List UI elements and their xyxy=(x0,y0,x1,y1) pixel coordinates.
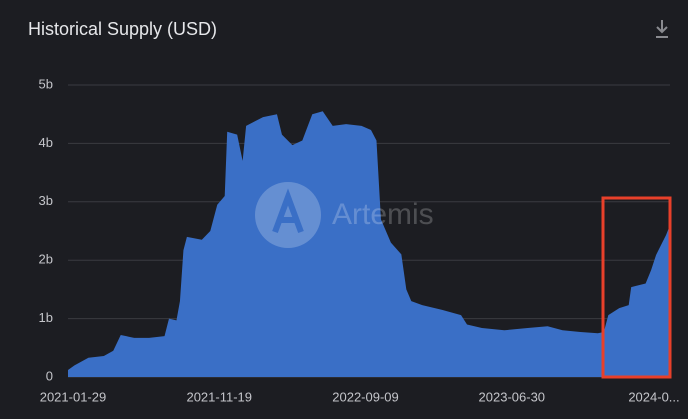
watermark-logo xyxy=(255,182,321,248)
y-tick-label: 5b xyxy=(39,76,53,91)
y-tick-label: 1b xyxy=(39,310,53,325)
watermark-circle xyxy=(255,182,321,248)
y-tick-label: 4b xyxy=(39,135,53,150)
watermark-glyph xyxy=(272,188,304,234)
chart-title: Historical Supply (USD) xyxy=(28,19,217,39)
y-tick-label: 2b xyxy=(39,252,53,267)
x-tick-label: 2024-0... xyxy=(628,389,679,404)
x-tick-label: 2021-01-29 xyxy=(40,389,107,404)
x-tick-label: 2021-11-19 xyxy=(186,389,252,404)
y-tick-label: 0 xyxy=(46,368,53,383)
highlight-box xyxy=(601,196,672,379)
x-tick-label: 2022-09-09 xyxy=(332,389,399,404)
download-icon[interactable] xyxy=(656,20,668,38)
plot xyxy=(68,111,670,377)
x-tick-label: 2023-06-30 xyxy=(479,389,546,404)
x-axis: 2021-01-29 2021-11-19 2022-09-09 2023-06-30… xyxy=(40,389,680,404)
area xyxy=(68,111,670,377)
download-arrowhead[interactable] xyxy=(656,26,668,34)
y-tick-label: 3b xyxy=(39,193,53,208)
watermark: Artemis xyxy=(332,198,434,231)
